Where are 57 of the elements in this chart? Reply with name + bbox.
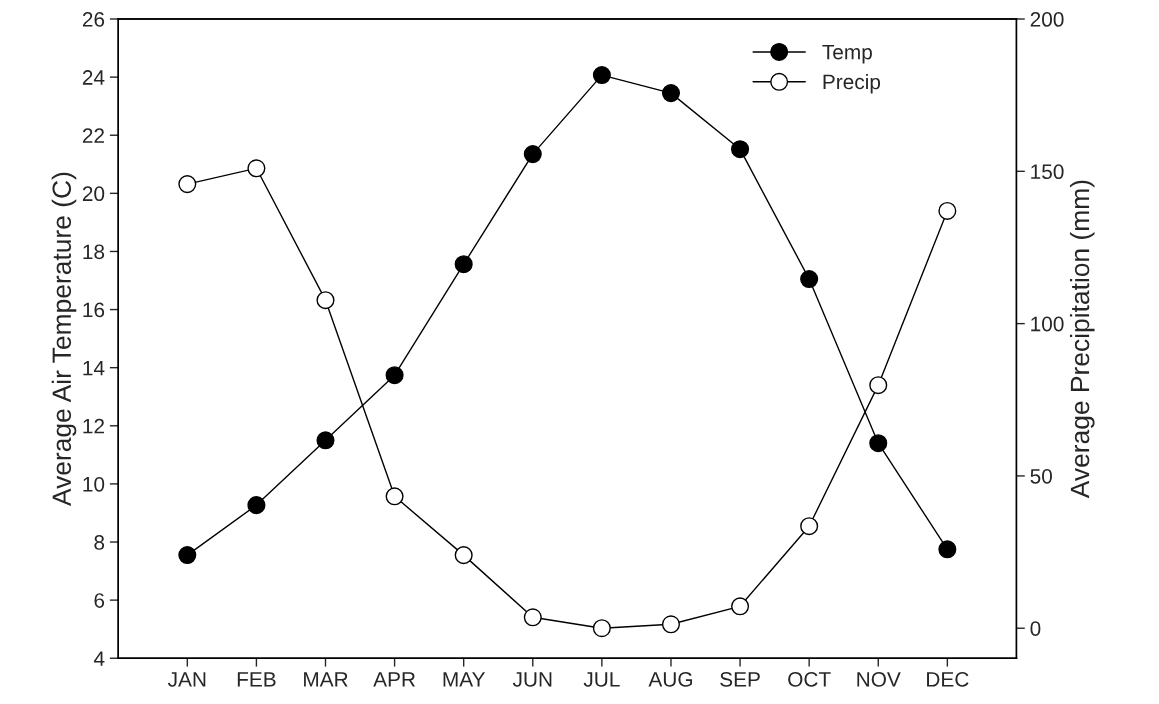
x-tick-label: FEB (237, 672, 276, 687)
y-tick-label: 14 (83, 360, 105, 376)
x-tick-label: AUG (648, 671, 692, 687)
y2-tick-label: 100 (1031, 316, 1064, 332)
y-tick-label: 4 (93, 651, 105, 666)
legend-label: Temp (822, 44, 872, 64)
point (247, 159, 266, 178)
y2-tick-label: 50 (1030, 468, 1052, 484)
point (731, 597, 750, 616)
x-tick-label: MAY (443, 672, 486, 687)
y-tick-label: 26 (82, 12, 105, 27)
x-tick-label: JAN (167, 672, 206, 687)
point (661, 615, 681, 634)
point (454, 255, 473, 274)
y-tick-label: 10 (83, 476, 105, 492)
point (178, 546, 197, 565)
y-tick-label: 24 (82, 70, 105, 85)
point (523, 608, 542, 627)
y-tick-label: 22 (82, 128, 104, 143)
point (938, 201, 957, 220)
y-tick-label: 16 (83, 302, 105, 318)
point (869, 376, 888, 395)
y-tick-label: 6 (94, 593, 105, 608)
point (316, 291, 335, 310)
x-tick-label: APR (373, 672, 416, 687)
y2-tick-label: 150 (1031, 164, 1064, 180)
x-tick-label: MAR (304, 672, 348, 687)
point (869, 434, 888, 453)
x-tick-label: JUL (583, 672, 620, 687)
y2-axis-title: Average Precipitation (mm) (1069, 180, 1095, 499)
point (385, 366, 404, 385)
y-tick-label: 20 (82, 186, 105, 202)
y-tick-label: 18 (83, 244, 105, 260)
point (592, 66, 611, 85)
point (454, 546, 473, 565)
point (731, 140, 750, 159)
x-tick-label: NOV (857, 671, 901, 687)
point (178, 175, 197, 194)
point (592, 619, 611, 638)
x-tick-label: DEC (927, 671, 969, 687)
y-axis-title: Average Air Temperature (C) (51, 172, 77, 507)
legend-label: Precip (823, 73, 881, 94)
y2-tick-label: 0 (1030, 621, 1041, 636)
point (316, 431, 335, 450)
point (247, 496, 266, 515)
point (523, 145, 542, 164)
point (800, 270, 819, 289)
y2-tick-label: 200 (1030, 12, 1064, 27)
x-tick-label: OCT (788, 671, 831, 687)
point (938, 540, 957, 559)
x-tick-label: SEP (720, 671, 760, 687)
point (800, 517, 819, 536)
point (385, 487, 404, 506)
x-tick-label: JUN (512, 672, 552, 687)
point (661, 84, 681, 103)
y-tick-label: 12 (83, 418, 104, 434)
y-tick-label: 8 (94, 535, 105, 550)
